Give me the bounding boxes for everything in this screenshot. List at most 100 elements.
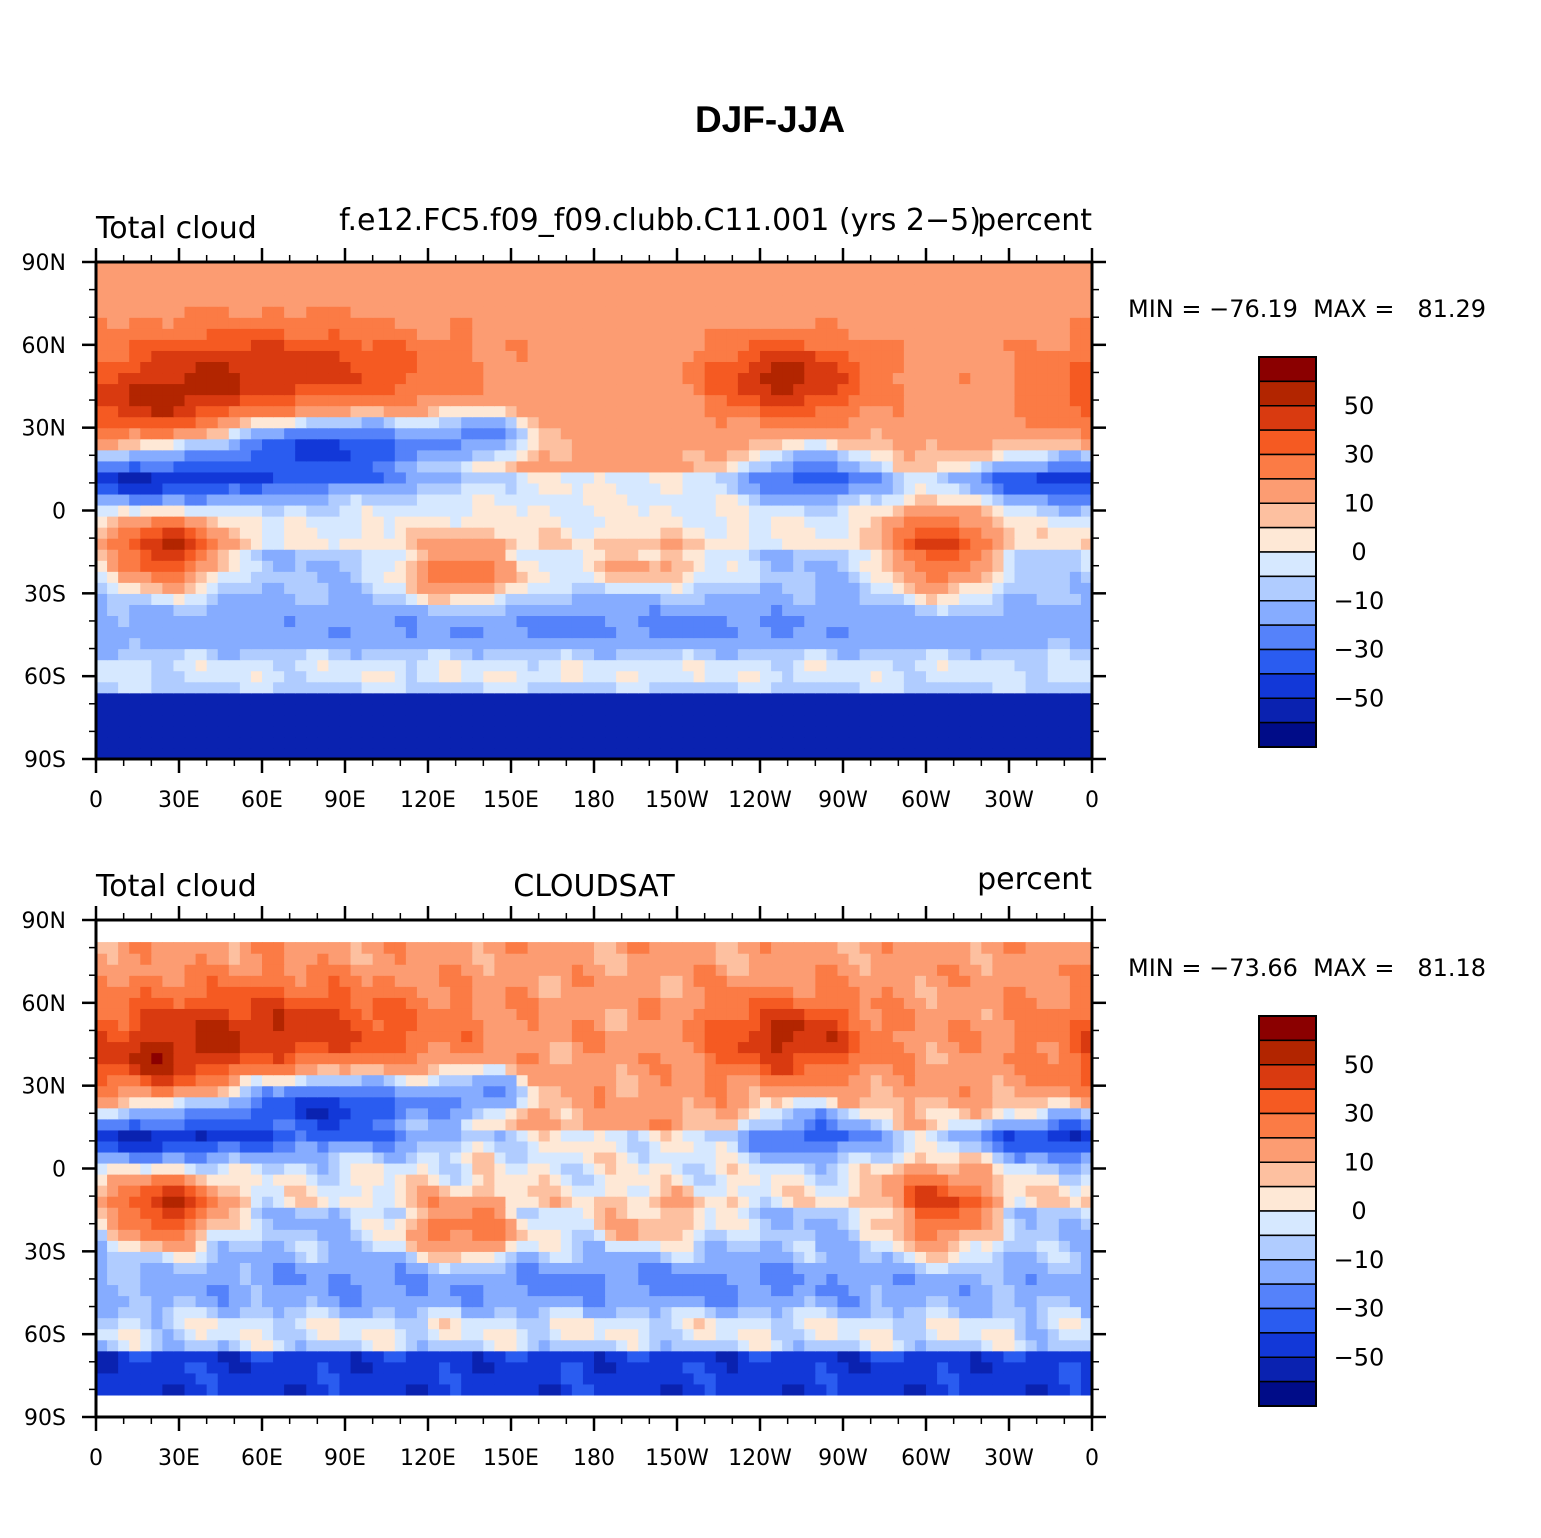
contour-cell <box>151 372 163 385</box>
contour-cell <box>262 1383 274 1396</box>
contour-cell <box>1080 416 1093 429</box>
contour-cell <box>284 471 296 484</box>
contour-cell <box>682 361 695 374</box>
contour-cell <box>760 648 772 661</box>
contour-cell <box>361 538 374 550</box>
contour-cell <box>937 482 949 495</box>
contour-cell <box>461 405 473 418</box>
contour-cell <box>405 1383 418 1396</box>
contour-cell <box>505 383 518 396</box>
contour-cell <box>140 714 152 727</box>
contour-cell <box>173 372 186 385</box>
contour-cell <box>926 1317 938 1330</box>
contour-cell <box>726 1317 739 1330</box>
contour-cell <box>616 527 628 539</box>
contour-cell <box>737 1383 750 1396</box>
contour-cell <box>571 1317 584 1330</box>
contour-cell <box>981 527 993 539</box>
contour-cell <box>793 273 805 285</box>
contour-cell <box>582 747 595 760</box>
contour-cell <box>494 1328 507 1341</box>
contour-cell <box>748 438 761 451</box>
contour-cell <box>339 516 352 528</box>
contour-cell <box>992 471 1005 484</box>
contour-cell <box>793 736 805 749</box>
contour-cell <box>549 549 562 561</box>
contour-cell <box>826 1383 839 1396</box>
contour-cell <box>726 394 739 407</box>
contour-cell <box>937 549 949 561</box>
contour-cell <box>560 725 573 738</box>
contour-cell <box>306 1317 318 1330</box>
contour-cell <box>914 361 927 374</box>
contour-cell <box>494 1383 507 1396</box>
contour-cell <box>162 538 175 550</box>
contour-cell <box>383 350 396 362</box>
contour-cell <box>992 560 1005 572</box>
contour-cell <box>992 449 1005 462</box>
contour-cell <box>704 306 717 318</box>
contour-cell <box>1069 648 1082 661</box>
contour-cell <box>693 571 706 583</box>
contour-cell <box>129 449 141 462</box>
contour-cell <box>627 471 639 484</box>
contour-cell <box>328 438 341 451</box>
contour-cell <box>505 582 518 594</box>
contour-cell <box>571 317 584 329</box>
contour-cell <box>760 538 772 550</box>
contour-cell <box>217 637 230 650</box>
contour-cell <box>350 262 363 274</box>
contour-cell <box>250 516 263 528</box>
contour-cell <box>649 549 661 561</box>
contour-cell <box>461 659 473 672</box>
contour-cell <box>671 604 684 617</box>
contour-cell <box>726 295 739 307</box>
contour-cell <box>804 637 816 650</box>
contour-cell <box>295 1306 307 1319</box>
contour-cell <box>239 736 252 749</box>
contour-cell <box>295 350 307 362</box>
contour-cell <box>594 1383 606 1396</box>
contour-cell <box>892 273 905 285</box>
contour-cell <box>118 714 130 727</box>
contour-cell <box>760 350 772 362</box>
contour-cell <box>494 593 507 605</box>
contour-cell <box>616 471 628 484</box>
contour-cell <box>118 1306 130 1319</box>
contour-cell <box>992 460 1005 473</box>
contour-cell <box>439 262 451 274</box>
contour-cell <box>726 482 739 495</box>
contour-cell <box>295 659 307 672</box>
contour-cell <box>394 438 407 451</box>
contour-cell <box>472 516 484 528</box>
contour-cell <box>383 516 396 528</box>
contour-cell <box>472 1317 484 1330</box>
contour-cell <box>760 394 772 407</box>
contour-cell <box>1014 438 1027 451</box>
contour-cell <box>771 549 783 561</box>
contour-cell <box>649 615 661 628</box>
contour-cell <box>306 648 318 661</box>
contour-cell <box>140 383 152 396</box>
contour-cell <box>1080 747 1093 760</box>
contour-cell <box>250 427 263 440</box>
contour-cell <box>959 725 971 738</box>
contour-cell <box>649 482 661 495</box>
contour-cell <box>394 383 407 396</box>
contour-cell <box>594 516 606 528</box>
contour-cell <box>1003 317 1016 329</box>
contour-cell <box>992 736 1005 749</box>
contour-cell <box>560 339 573 351</box>
contour-cell <box>793 714 805 727</box>
contour-cell <box>793 747 805 760</box>
contour-cell <box>992 681 1005 694</box>
contour-cell <box>582 328 595 340</box>
contour-cell <box>284 427 296 440</box>
contour-cell <box>1058 692 1071 705</box>
contour-cell <box>483 1361 495 1374</box>
contour-cell <box>1047 405 1060 418</box>
contour-cell <box>571 527 584 539</box>
contour-cell <box>239 372 252 385</box>
contour-cell <box>328 317 341 329</box>
contour-cell <box>228 1372 241 1385</box>
